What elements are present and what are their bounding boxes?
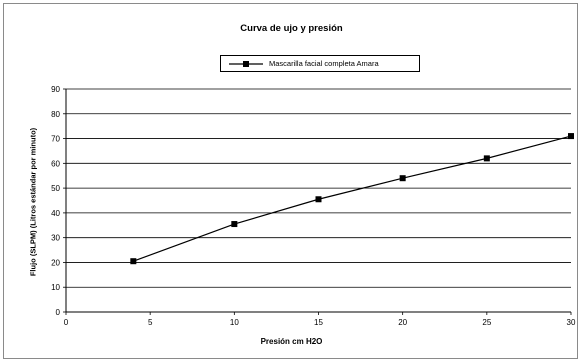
chart-legend: Mascarilla facial completa Amara [220,55,420,72]
legend-swatch [229,61,263,67]
y-tick-label: 60 [51,159,60,168]
legend-label: Mascarilla facial completa Amara [269,59,379,68]
x-tick-label: 20 [398,318,407,327]
y-tick-label: 70 [51,135,60,144]
y-tick-label: 20 [51,258,60,267]
x-tick-label: 5 [148,318,153,327]
data-point [315,196,322,203]
data-point [568,133,574,140]
data-point [130,258,137,265]
chart-title: Curva de ujo y presión [240,23,343,34]
data-point [399,175,406,182]
y-tick-label: 50 [51,184,60,193]
x-tick-label: 10 [230,318,239,327]
x-tick-label: 15 [314,318,323,327]
y-tick-label: 30 [51,234,60,243]
y-tick-label: 90 [51,85,60,94]
series-line [133,135,572,262]
y-tick-label: 80 [51,110,60,119]
x-tick-label: 30 [567,318,576,327]
data-point [483,155,490,162]
x-tick-label: 25 [482,318,491,327]
data-point [231,221,238,228]
x-tick-label: 0 [64,318,69,327]
y-tick-label: 10 [51,283,60,292]
y-tick-label: 0 [56,308,61,317]
y-tick-label: 40 [51,209,60,218]
x-axis-label: Presión cm H2O [260,337,323,346]
